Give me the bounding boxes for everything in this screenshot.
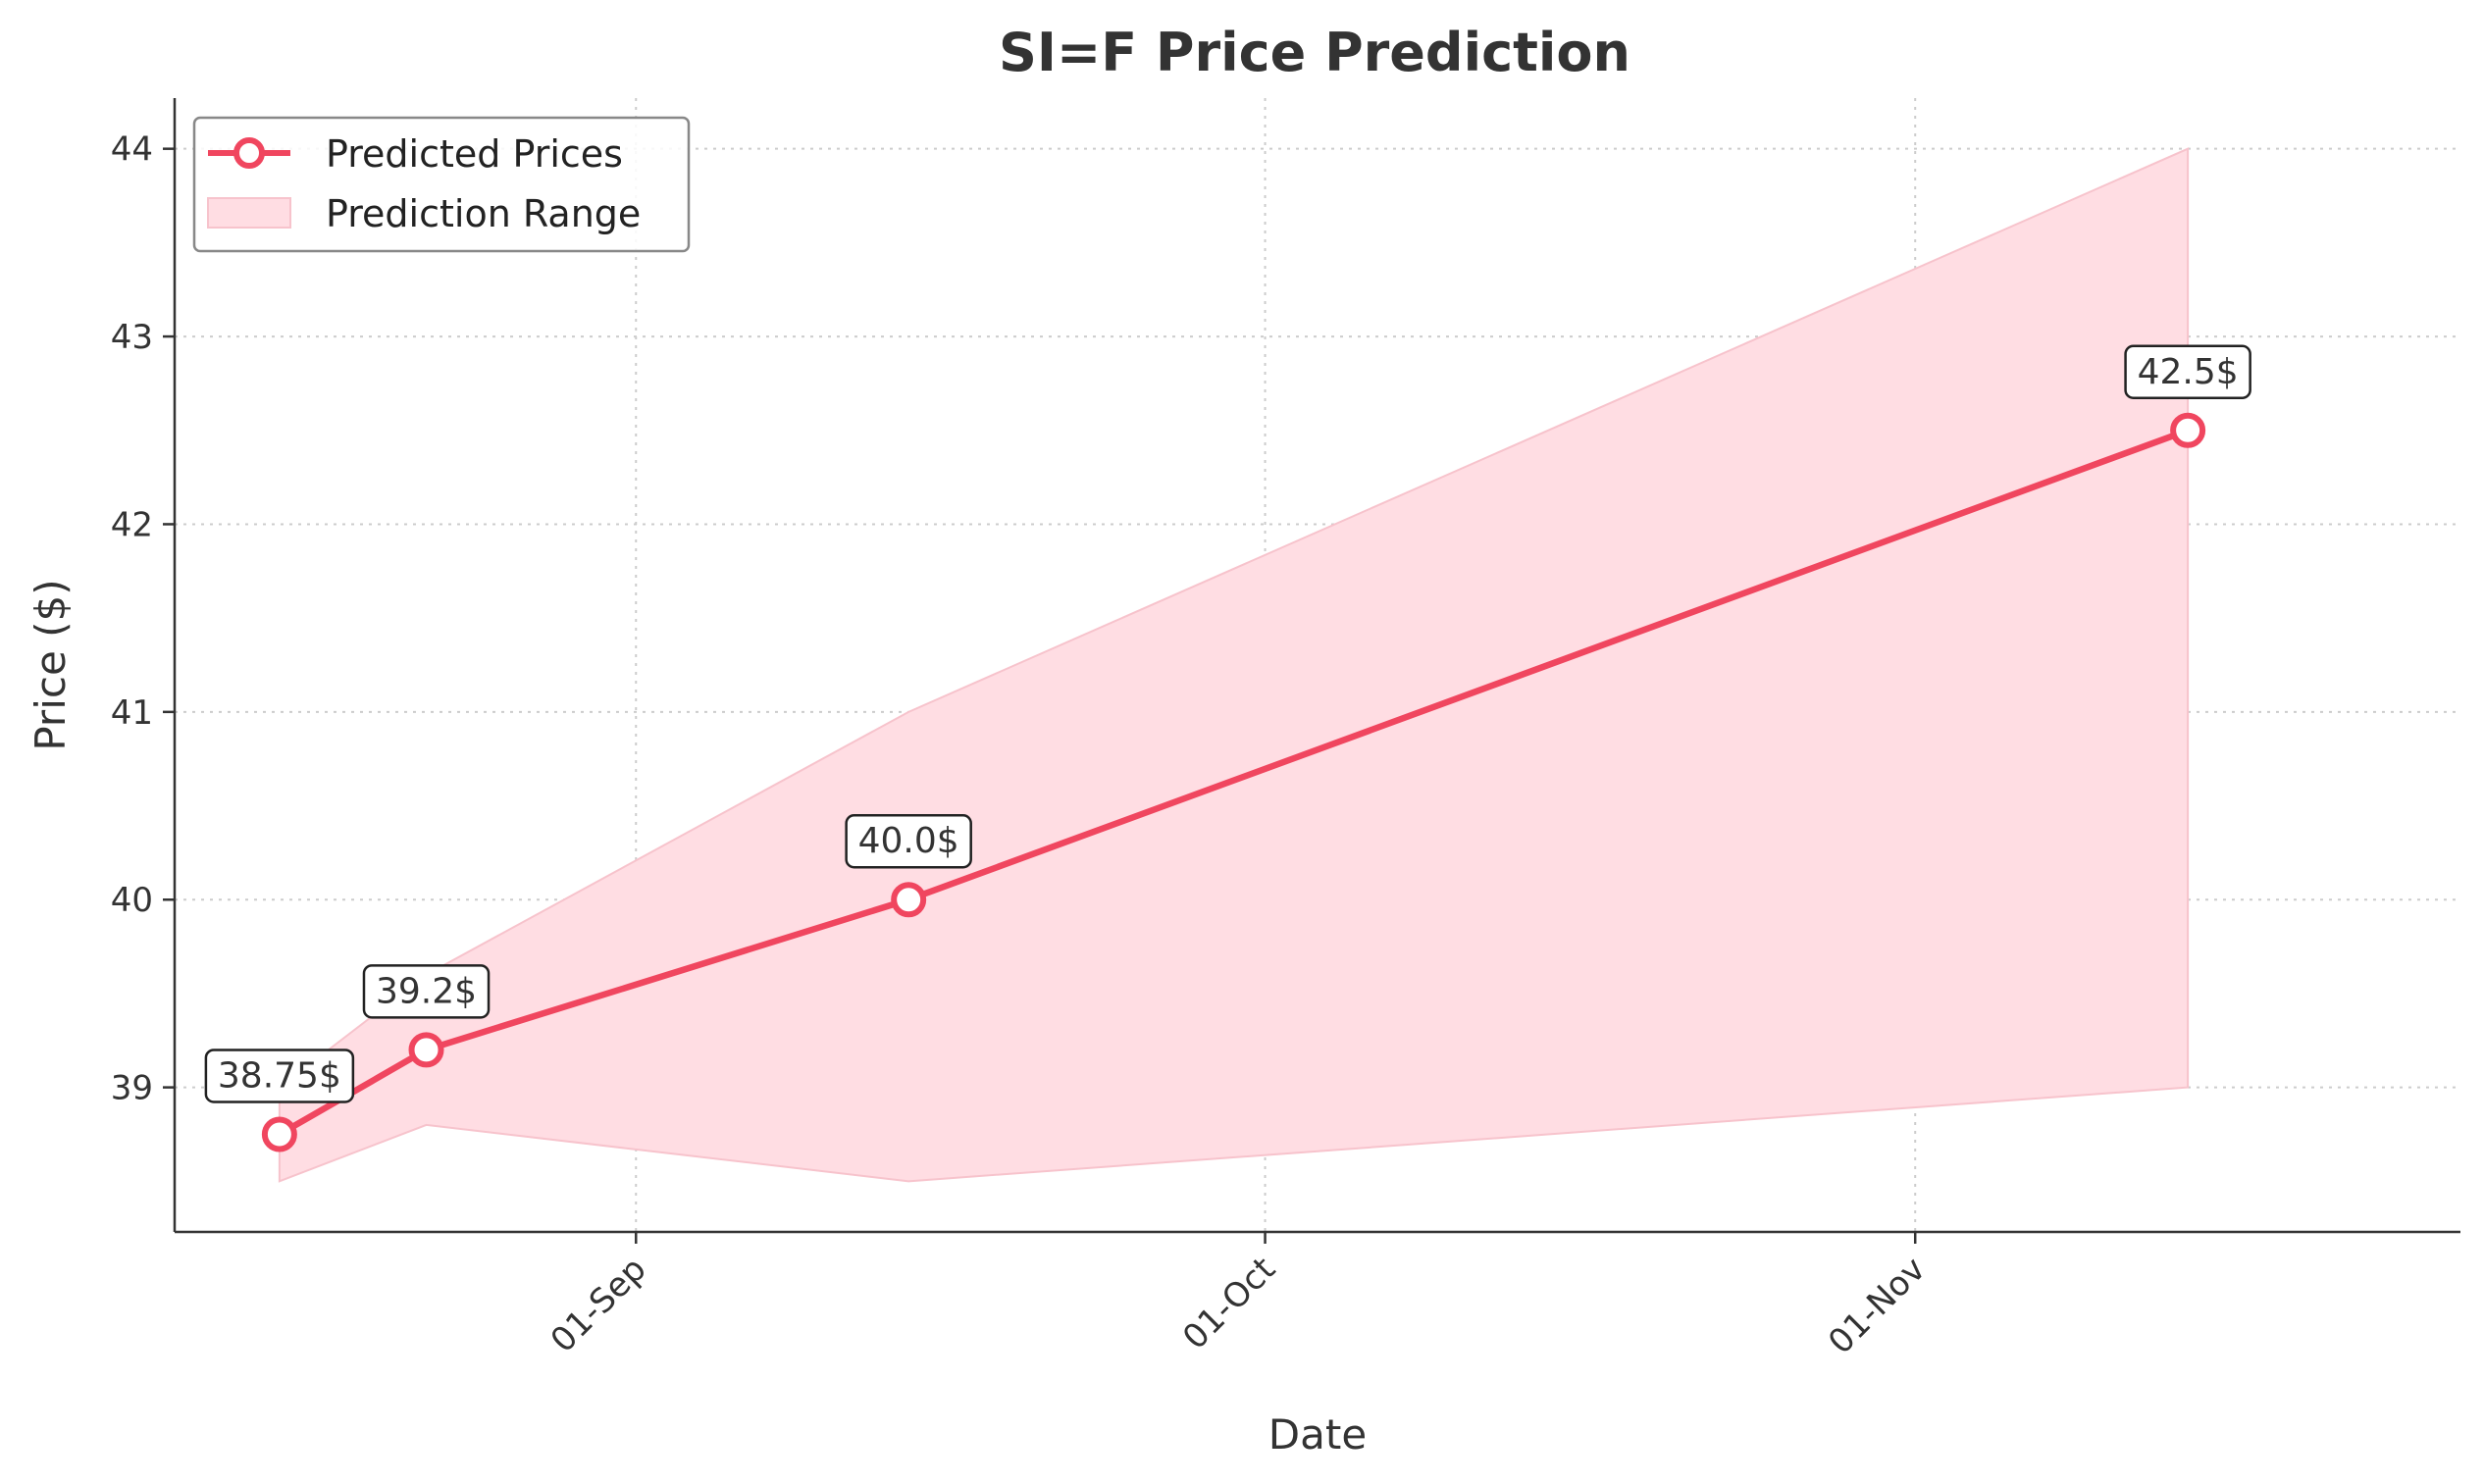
x-tick-label: 01-Sep [543,1250,654,1360]
legend-range-swatch [207,197,291,229]
legend-label-prediction-range: Prediction Range [326,192,641,235]
data-label-text: 39.2$ [376,971,477,1011]
x-tick-label: 01-Oct [1175,1250,1283,1357]
x-ticks: 01-Sep 01-Oct 01-Nov [543,1232,1934,1362]
chart-title: SI=F Price Prediction [999,22,1630,83]
predicted-price-point [261,1116,297,1152]
data-label-box [204,1049,355,1103]
legend-label-predicted-prices: Predicted Prices [326,132,623,176]
data-label-box [362,964,491,1019]
legend-box [192,116,691,253]
data-label-text: 40.0$ [858,821,959,861]
x-tick-label: 01-Nov [1821,1250,1933,1361]
predicted-price-point [891,882,927,918]
legend: Predicted Prices Prediction Range [192,116,691,253]
y-tick-label: 42 [111,505,153,544]
data-label: 38.75$ [204,1049,355,1103]
data-label: 42.5$ [2124,344,2251,400]
data-label: 39.2$ [362,964,491,1019]
data-label: 40.0$ [845,813,972,869]
data-label-box [845,813,972,869]
data-label-text: 38.75$ [218,1055,341,1096]
x-axis-label: Date [1268,1410,1367,1458]
prediction-range-layer [278,147,2190,1183]
legend-marker-swatch [233,137,265,169]
y-ticks: 39 40 41 42 43 44 [111,130,175,1108]
y-tick-label: 43 [111,318,153,357]
y-tick-label: 44 [111,130,153,170]
y-tick-label: 40 [111,881,153,920]
y-axis-label: Price ($) [26,579,75,750]
predicted-price-point [408,1032,444,1068]
data-label-text: 42.5$ [2138,352,2239,392]
prediction-range-area [278,147,2190,1183]
y-tick-label: 41 [111,693,153,733]
data-labels-layer: 38.75$ 39.2$ 40.0$ 42.5$ [204,344,2251,1103]
data-label-box [2124,344,2251,400]
predicted-price-point [2170,412,2206,448]
y-tick-label: 39 [111,1069,153,1108]
